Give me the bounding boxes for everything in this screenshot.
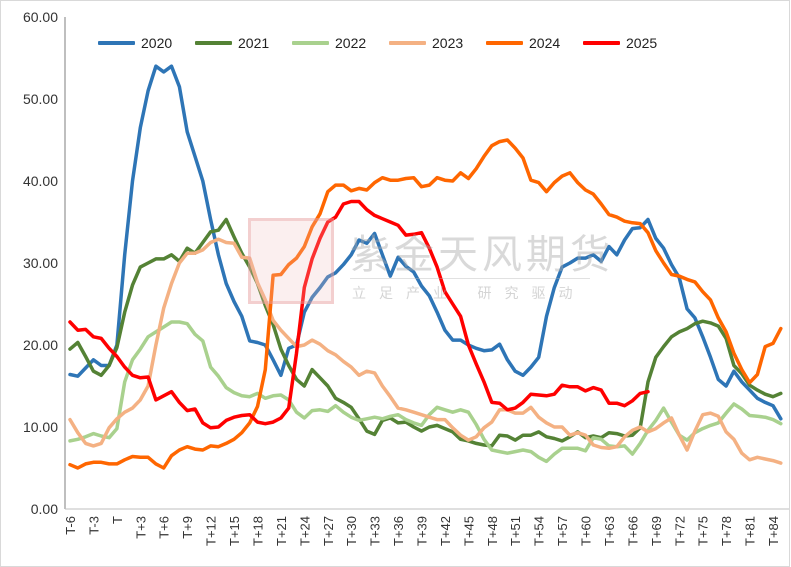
x-tick-label: T+78 [719, 516, 734, 546]
legend-swatch [195, 41, 232, 45]
legend-swatch [486, 41, 523, 45]
x-tick-label: T-6 [63, 516, 78, 535]
legend-swatch [583, 41, 620, 45]
legend-item-2021: 2021 [195, 35, 292, 51]
y-tick-label: 60.00 [23, 9, 58, 25]
legend-label: 2020 [141, 35, 173, 51]
x-tick-label: T+45 [461, 516, 476, 546]
legend-label: 2022 [335, 35, 367, 51]
x-tick-label: T+48 [485, 516, 500, 546]
x-tick-label: T+81 [743, 516, 758, 546]
x-tick-label: T+36 [391, 516, 406, 546]
x-tick-label: T+30 [344, 516, 359, 546]
y-axis-ticks: 0.00 10.00 20.00 30.00 40.00 50.00 60.00 [23, 9, 58, 517]
legend-item-2020: 2020 [98, 35, 195, 51]
series-line-2021 [68, 217, 783, 448]
watermark-subtitle: 立足产业 研究驱动 [352, 286, 586, 302]
legend-item-2025: 2025 [583, 35, 680, 51]
x-tick-label: T+3 [133, 516, 148, 539]
x-tick-label: T+57 [555, 516, 570, 546]
y-tick-label: 40.00 [23, 173, 58, 189]
x-tick-label: T+21 [274, 516, 289, 546]
x-tick-label: T+24 [297, 516, 312, 546]
series-line-2023 [68, 237, 783, 465]
x-tick-label: T+75 [696, 516, 711, 546]
legend-label: 2023 [432, 35, 464, 51]
x-tick-label: T+54 [532, 516, 547, 546]
legend-item-2022: 2022 [292, 35, 389, 51]
x-tick-label: T+60 [579, 516, 594, 546]
y-tick-label: 10.00 [23, 419, 58, 435]
x-tick-label: T+15 [227, 516, 242, 546]
watermark-title: 紫金天风期货 [350, 232, 614, 278]
legend-label: 2025 [626, 35, 658, 51]
y-tick-label: 20.00 [23, 337, 58, 353]
legend: 2020 2021 2022 2023 2024 2025 [98, 35, 680, 51]
x-tick-label: T [110, 516, 125, 524]
x-tick-label: T+18 [250, 516, 265, 546]
y-tick-label: 30.00 [23, 255, 58, 271]
series-line-2024 [68, 138, 783, 470]
x-tick-label: T+63 [602, 516, 617, 546]
series-line-2020 [68, 64, 783, 421]
x-tick-label: T+33 [368, 516, 383, 546]
x-tick-label: T+51 [508, 516, 523, 546]
series-line-2025 [68, 199, 650, 430]
x-tick-label: T+42 [438, 516, 453, 546]
legend-swatch [389, 41, 426, 45]
y-tick-label: 50.00 [23, 91, 58, 107]
legend-label: 2024 [529, 35, 561, 51]
watermark-divider [350, 278, 590, 279]
x-tick-label: T+9 [180, 516, 195, 539]
x-tick-label: T+39 [415, 516, 430, 546]
x-tick-label: T+72 [672, 516, 687, 546]
series-group [68, 64, 783, 470]
x-tick-label: T-3 [86, 516, 101, 535]
legend-label: 2021 [238, 35, 270, 51]
legend-swatch [98, 41, 135, 45]
legend-item-2024: 2024 [486, 35, 583, 51]
legend-swatch [292, 41, 329, 45]
y-tick-label: 0.00 [31, 501, 58, 517]
x-tick-label: T+69 [649, 516, 664, 546]
x-tick-label: T+84 [766, 516, 781, 546]
series-line-2022 [68, 320, 783, 464]
x-tick-label: T+66 [625, 516, 640, 546]
x-tick-label: T+12 [204, 516, 219, 546]
x-axis-ticks: T-6 T-3 T T+3 T+6 T+9 T+12 T+15 T+18 T+21 T+24 T+27… [63, 516, 781, 546]
watermark-logo [248, 218, 334, 304]
x-tick-label: T+27 [321, 516, 336, 546]
legend-item-2023: 2023 [389, 35, 486, 51]
x-tick-label: T+6 [157, 516, 172, 539]
